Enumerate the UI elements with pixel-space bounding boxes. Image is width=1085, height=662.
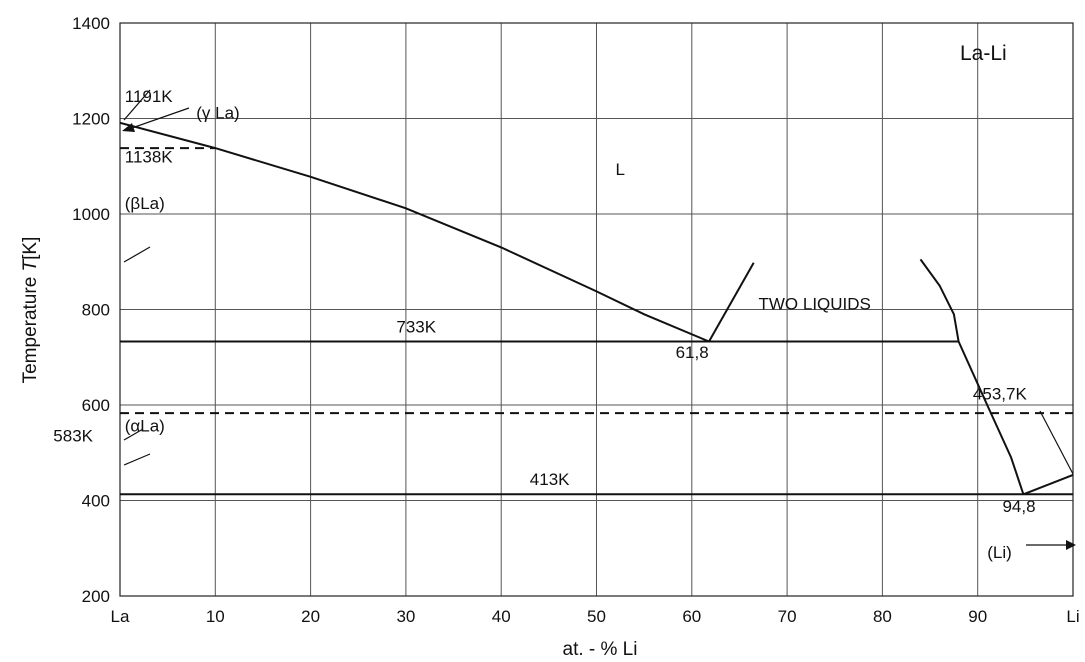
grid-layer	[120, 23, 1073, 596]
label-733K: 733K	[396, 317, 436, 336]
leader-alpha-la	[123, 453, 151, 466]
leader-lines	[122, 89, 1076, 550]
label-li-phase: (Li)	[987, 543, 1012, 562]
y-tick-label: 800	[82, 301, 110, 320]
li-phase-arrowhead	[1066, 540, 1076, 550]
x-tick-label: 40	[492, 607, 511, 626]
x-tick-label: 30	[396, 607, 415, 626]
annotations: 1191K (γ La) 1138K L (βLa) TWO LIQUIDS 733K 61,…	[53, 87, 1035, 562]
label-583K: 583K	[53, 426, 93, 445]
label-453-7K: 453,7K	[973, 384, 1028, 403]
label-beta-la: (βLa)	[125, 194, 165, 213]
leader-1191K	[123, 89, 151, 121]
liquidus-la-side-line	[119, 121, 710, 343]
y-axis-label-unit: [K]	[20, 237, 41, 260]
liquidus-li-side-line	[957, 341, 1025, 495]
y-tick-label: 1200	[72, 110, 110, 129]
x-tick-label: 80	[873, 607, 892, 626]
label-L: L	[616, 160, 625, 179]
leader-beta-la	[123, 246, 151, 263]
x-axis-label: at. - % Li	[563, 639, 638, 660]
y-tick-label: 200	[82, 587, 110, 606]
y-tick-label: 1000	[72, 205, 110, 224]
y-axis-label: Temperature T[K]	[20, 237, 41, 384]
x-tick-label: 60	[682, 607, 701, 626]
y-axis-label-prefix: Temperature	[20, 271, 41, 383]
x-tick-label: La	[111, 607, 130, 626]
y-tick-label: 400	[82, 492, 110, 511]
x-tick-label: Li	[1066, 607, 1079, 626]
y-tick-label: 1400	[72, 14, 110, 33]
label-two-liquids: TWO LIQUIDS	[759, 295, 871, 314]
tick-labels: La 10 20 30 40 50 60 70 80 90 Li 200 400 600 800 1000 12…	[72, 14, 1079, 626]
leader-453-7K	[1039, 410, 1074, 475]
label-61-8: 61,8	[676, 343, 709, 362]
arrowhead-gamma-la	[122, 123, 135, 132]
leader-gamma-la	[131, 107, 190, 129]
label-1138K: 1138K	[125, 147, 174, 166]
phase-boundaries	[119, 121, 1074, 496]
label-1191K: 1191K	[125, 87, 174, 106]
x-tick-label: 50	[587, 607, 606, 626]
x-tick-label: 20	[301, 607, 320, 626]
plot-frame	[119, 22, 1074, 597]
chart-title: La-Li	[960, 42, 1007, 65]
li-liquidus-line	[1023, 473, 1074, 496]
y-axis-label-variable: T	[20, 258, 41, 271]
x-tick-label: 70	[778, 607, 797, 626]
label-gamma-la: (γ La)	[196, 104, 239, 123]
label-alpha-la: (αLa)	[125, 417, 165, 436]
leader-583K	[123, 428, 144, 441]
miscibility-gap-right-line	[919, 258, 960, 342]
x-tick-label: 90	[968, 607, 987, 626]
label-94-8: 94,8	[1002, 497, 1035, 516]
y-tick-label: 600	[82, 396, 110, 415]
label-413K: 413K	[530, 470, 570, 489]
miscibility-gap-left-line	[708, 262, 755, 342]
x-tick-label: 10	[206, 607, 225, 626]
